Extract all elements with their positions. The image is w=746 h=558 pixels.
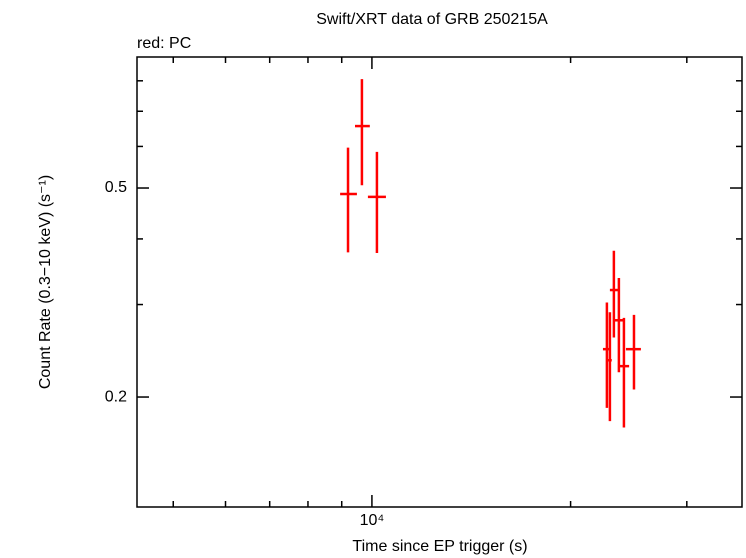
annotation: red: PC	[137, 35, 191, 52]
x-tick-label: 10⁴	[360, 512, 385, 529]
y-axis-label: Count Rate (0.3−10 keV) (s⁻¹)	[37, 175, 54, 389]
y-tick-label: 0.5	[105, 179, 127, 196]
plot-frame	[136, 56, 743, 508]
chart-title: Swift/XRT data of GRB 250215A	[316, 11, 548, 28]
x-axis-label: Time since EP trigger (s)	[352, 538, 527, 555]
y-tick-label: 0.2	[105, 388, 127, 405]
